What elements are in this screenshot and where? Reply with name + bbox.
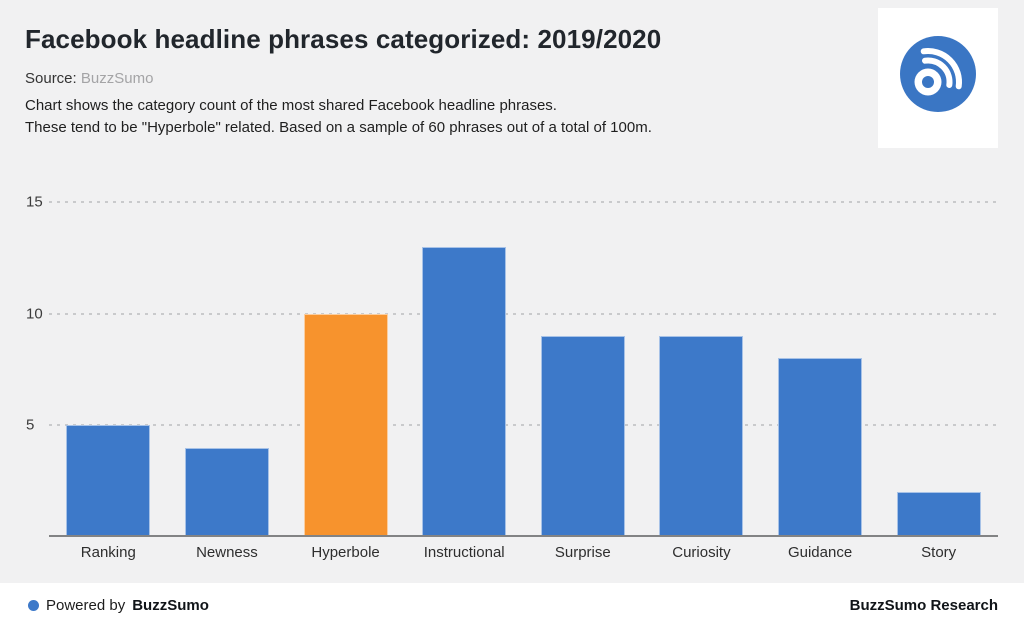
bar-newness[interactable]: [184, 447, 269, 537]
bar-slot: [405, 202, 524, 537]
gridlines-layer: [49, 201, 998, 537]
bar-surprise[interactable]: [540, 336, 625, 537]
x-axis-labels: Ranking Newness Hyperbole Instructional Surp…: [49, 544, 998, 561]
buzzsumo-logo[interactable]: [878, 8, 998, 148]
bar-slot: [49, 202, 168, 537]
bar-slot: [761, 202, 880, 537]
powered-by-label: Powered by: [46, 596, 126, 614]
x-label-surprise: Surprise: [554, 544, 611, 561]
x-axis-line: [49, 535, 998, 537]
bar-slot: [168, 202, 287, 537]
x-label-story: Story: [921, 544, 957, 561]
y-tick-15: 15: [26, 193, 43, 211]
bar-slot: [879, 202, 998, 537]
research-credit: BuzzSumo Research: [849, 596, 998, 614]
y-axis-labels: 5 10 15: [26, 195, 56, 537]
gridline-5: [49, 424, 998, 427]
x-label-hyperbole: Hyperbole: [311, 544, 380, 561]
powered-by-brand: BuzzSumo: [132, 596, 209, 614]
chart-description: Chart shows the category count of the mo…: [25, 95, 652, 139]
bar-ranking[interactable]: [66, 425, 151, 537]
x-label-curiosity: Curiosity: [672, 544, 731, 561]
x-label-newness: Newness: [196, 544, 258, 561]
x-label-guidance: Guidance: [787, 544, 853, 561]
x-label-instructional: Instructional: [423, 544, 505, 561]
bar-guidance[interactable]: [778, 358, 863, 537]
y-tick-5: 5: [26, 416, 35, 434]
plot-area: [49, 202, 998, 537]
bar-instructional[interactable]: [422, 246, 507, 537]
source-label: Source:: [25, 70, 77, 87]
bar-hyperbole[interactable]: [303, 313, 388, 537]
bar-slot: [642, 202, 761, 537]
gridline-10: [49, 312, 998, 315]
footer-bar: Powered by BuzzSumo BuzzSumo Research: [0, 583, 1024, 640]
description-line-1: Chart shows the category count of the mo…: [25, 97, 557, 114]
bar-slot: [286, 202, 405, 537]
page-title: Facebook headline phrases categorized: 2…: [25, 24, 662, 54]
bar-curiosity[interactable]: [659, 336, 744, 537]
gridline-15: [49, 201, 998, 203]
description-line-2: These tend to be "Hyperbole" related. Ba…: [25, 119, 652, 136]
buzzsumo-rss-icon: [900, 36, 976, 112]
source-line: Source: BuzzSumo: [25, 70, 153, 87]
bar-story[interactable]: [896, 492, 981, 537]
powered-by-link[interactable]: Powered by BuzzSumo: [28, 583, 209, 627]
brand-dot-icon: [28, 599, 39, 611]
bar-slot: [524, 202, 643, 537]
y-tick-10: 10: [26, 305, 43, 323]
x-label-ranking: Ranking: [80, 544, 136, 561]
source-value: BuzzSumo: [80, 70, 154, 87]
